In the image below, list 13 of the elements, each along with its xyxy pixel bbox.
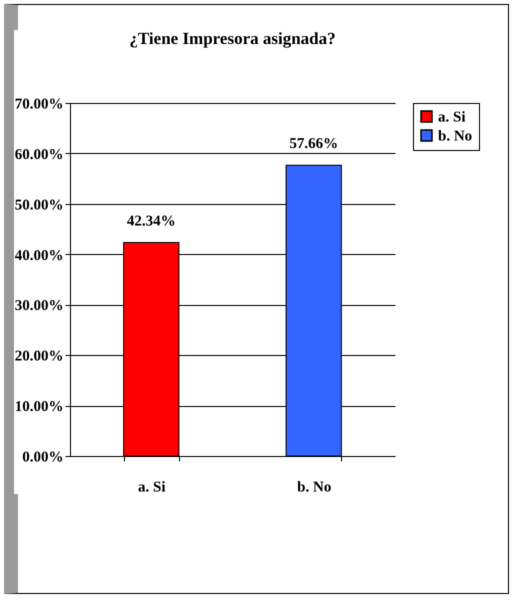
legend-label: a. Si	[438, 110, 466, 126]
y-tick-label: 20.00%	[14, 348, 64, 365]
y-tick-label: 70.00%	[14, 96, 64, 112]
y-tick-label: 10.00%	[14, 399, 64, 416]
chart-title: ¿Tiene Impresora asignada?	[129, 29, 336, 48]
y-tick-label: 60.00%	[14, 146, 64, 163]
y-tick-label: 0.00%	[22, 450, 64, 466]
data-label: 42.34%	[126, 213, 176, 230]
data-label: 57.66%	[289, 136, 338, 152]
y-tick-label: 50.00%	[14, 197, 64, 214]
legend-label: b. No	[438, 128, 472, 144]
y-tick-label: 30.00%	[14, 298, 64, 314]
y-tick-label: 40.00%	[14, 248, 64, 264]
